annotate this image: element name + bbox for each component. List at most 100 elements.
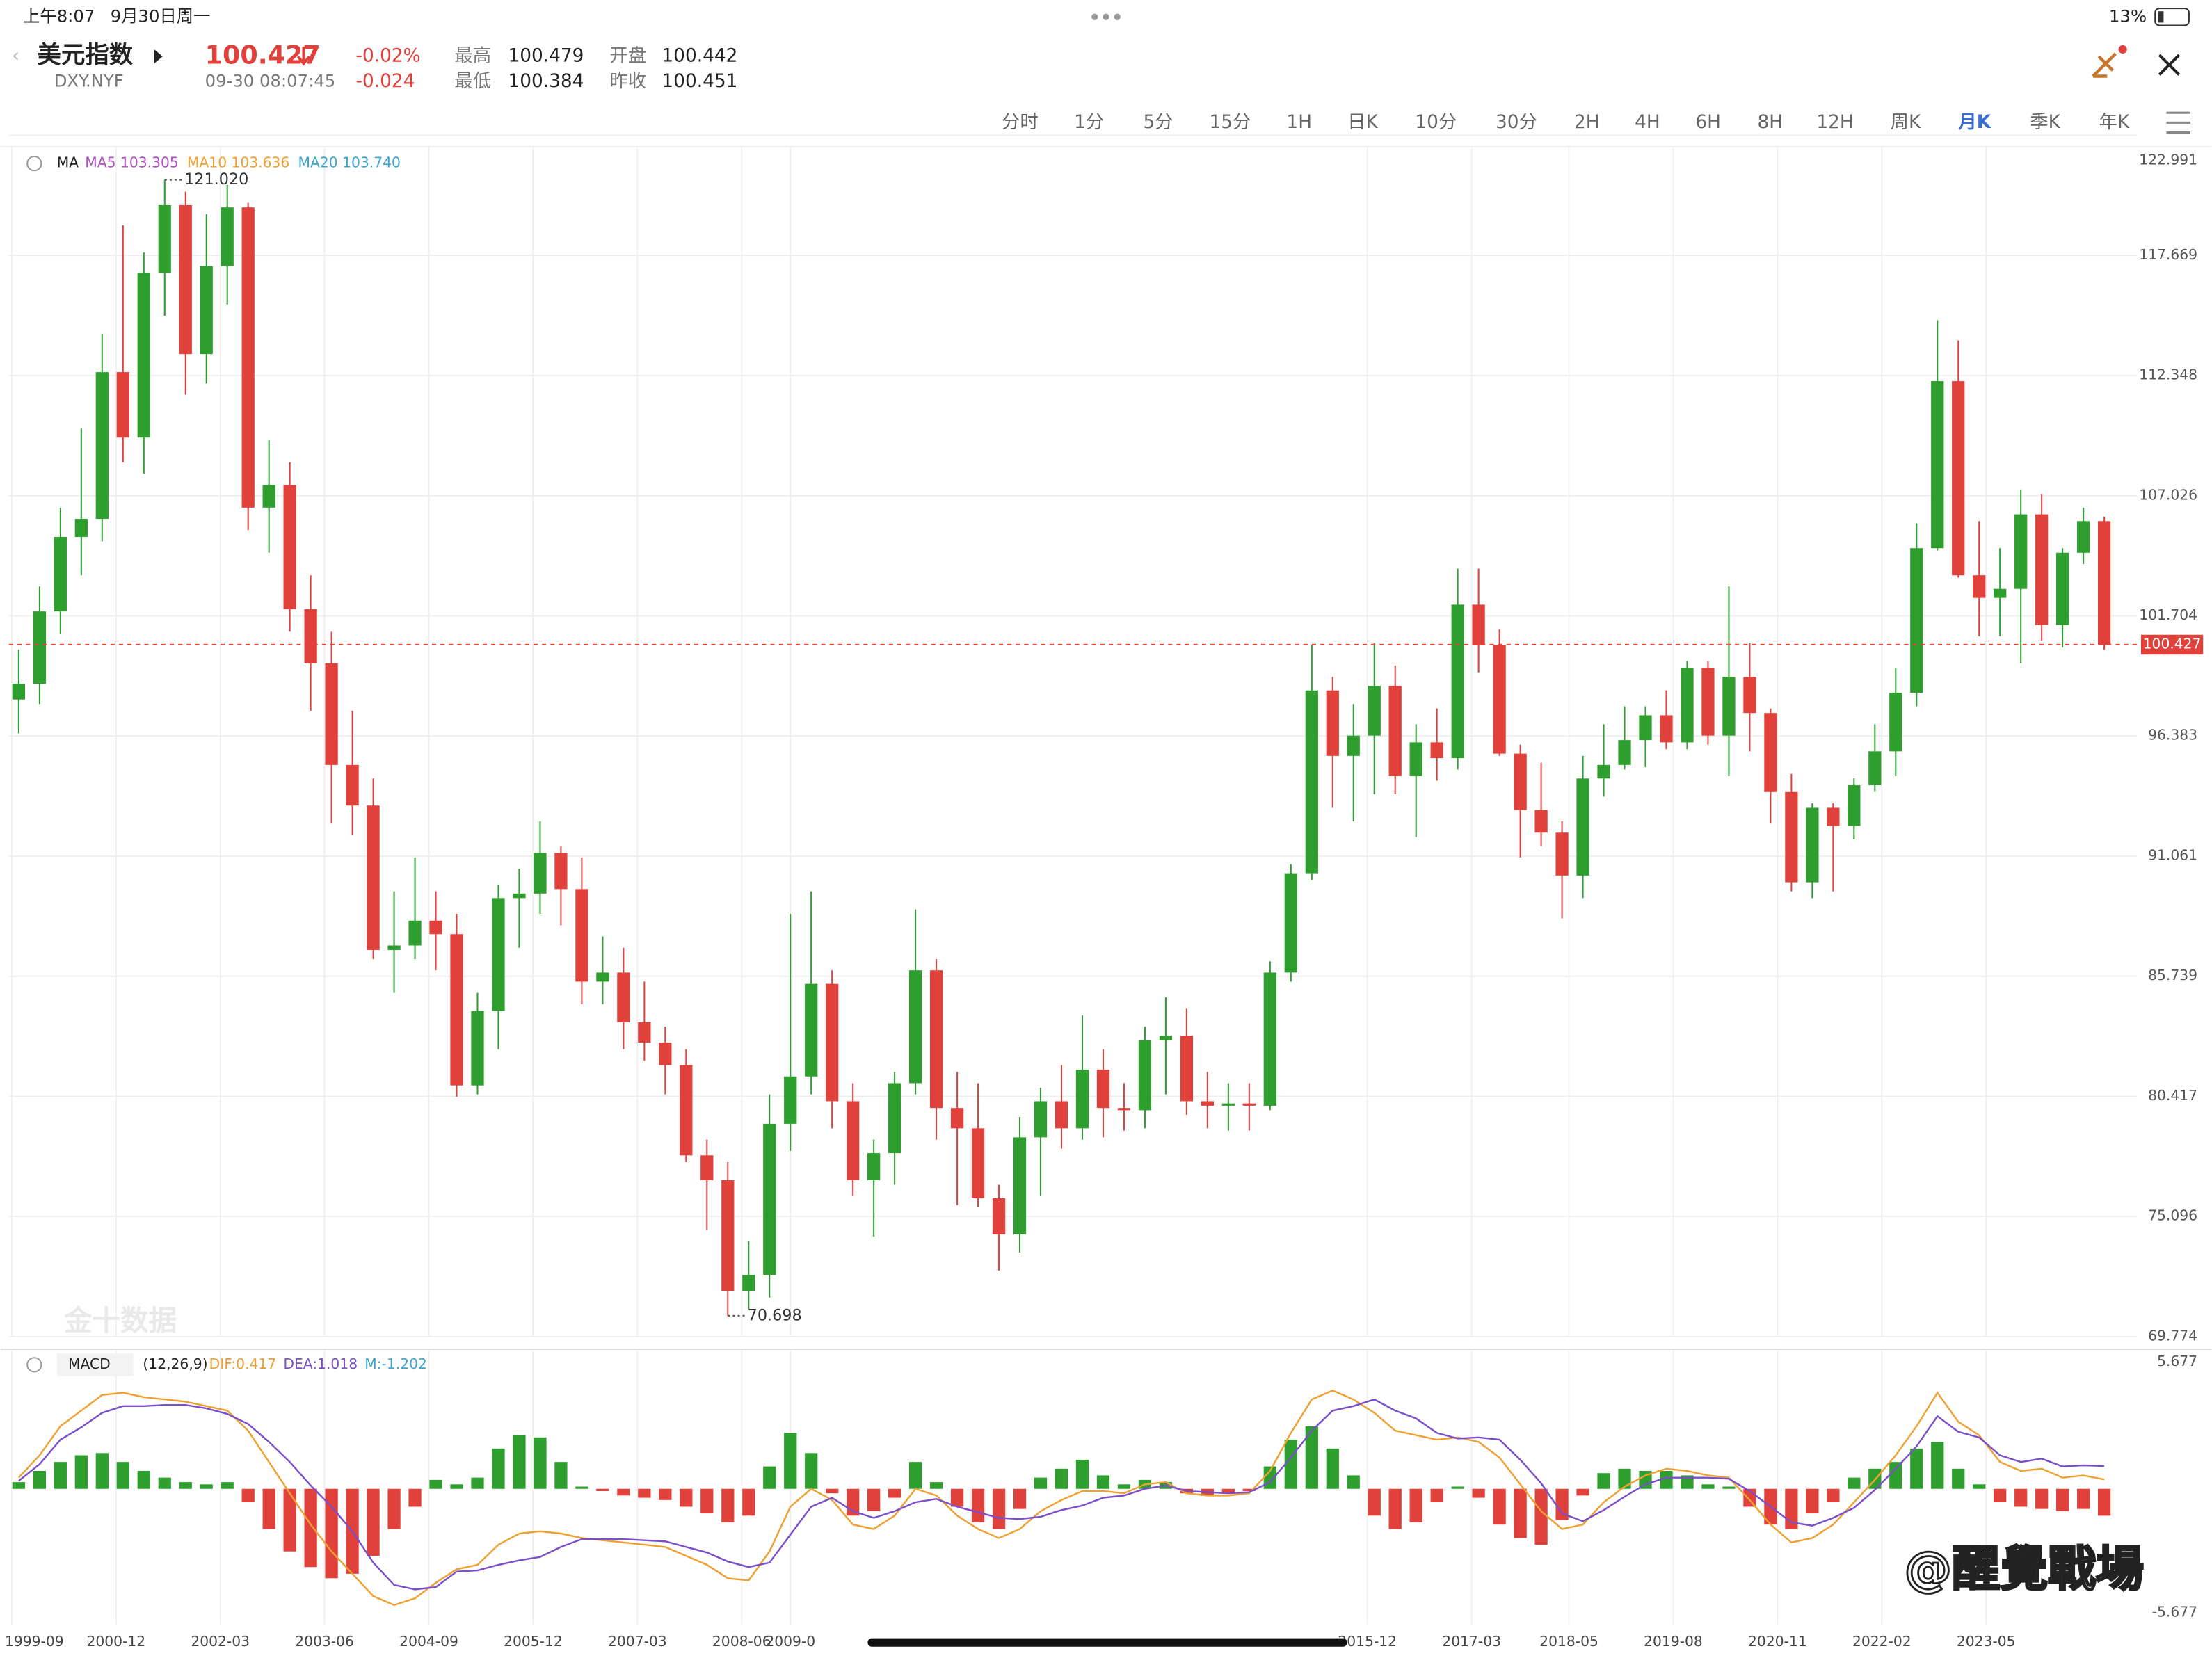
candle-body	[742, 1275, 755, 1291]
watermark: 金十数据	[63, 1304, 177, 1337]
timestamp: 09-30 08:07:45	[205, 71, 336, 91]
candle-body	[554, 853, 568, 890]
macd-bar	[1952, 1468, 1965, 1489]
timeframe-tab[interactable]: 30分	[1496, 112, 1537, 133]
expand-arrow[interactable]	[154, 49, 163, 64]
timeframe-tab[interactable]: 日K	[1347, 112, 1378, 133]
macd-bar	[2035, 1488, 2049, 1509]
macd-bar	[12, 1482, 26, 1489]
candle-body	[1889, 692, 1902, 752]
candle-body	[992, 1198, 1006, 1234]
extreme-label: 70.698	[748, 1306, 802, 1324]
timeframe-tab[interactable]: 周K	[1891, 112, 1921, 133]
timeframe-tab[interactable]: 1分	[1074, 112, 1104, 133]
battery-icon	[2154, 8, 2190, 26]
candle-body	[1117, 1108, 1131, 1111]
macd-bar	[2056, 1488, 2069, 1511]
macd-bar	[1013, 1488, 1027, 1509]
macd-bar	[1034, 1477, 1048, 1489]
macd-bar	[1409, 1488, 1422, 1522]
macd-bar	[1701, 1484, 1715, 1489]
candle-body	[1326, 690, 1339, 756]
timeframe-tab[interactable]: 季K	[2030, 112, 2060, 133]
menu-button[interactable]	[2166, 111, 2190, 134]
timeframe-tab[interactable]: 4H	[1635, 112, 1660, 133]
more-dots	[1091, 13, 1121, 20]
candle-body	[1493, 645, 1506, 754]
candle-body	[54, 537, 67, 612]
candle-body	[241, 207, 255, 508]
settings-icon[interactable]	[26, 1357, 42, 1373]
timeframe-tab[interactable]: 8H	[1758, 112, 1784, 133]
candle-body	[1764, 713, 1777, 792]
macd-bar	[971, 1488, 985, 1522]
x-tick-label: 2000-12	[86, 1633, 145, 1650]
back-button[interactable]: ‹	[12, 44, 19, 67]
candle-body	[1576, 778, 1589, 876]
settings-icon[interactable]	[26, 156, 42, 172]
timeframe-tab[interactable]: 分时	[1002, 112, 1039, 133]
candle-body	[158, 204, 171, 273]
candle-body	[1055, 1101, 1068, 1129]
macd-bar	[1221, 1488, 1235, 1494]
macd-bar	[1451, 1486, 1464, 1489]
candle-body	[534, 853, 547, 894]
candle-body	[1451, 604, 1464, 759]
timeframe-tab[interactable]: 12H	[1816, 112, 1853, 133]
macd-bar	[387, 1488, 401, 1529]
candle-body	[33, 611, 46, 684]
macd-bar	[534, 1437, 547, 1489]
x-tick-label: 2017-03	[1442, 1633, 1501, 1650]
x-tick-label: 2004-09	[399, 1633, 458, 1650]
y-tick-label: 69.774	[2148, 1327, 2197, 1344]
macd-bar	[1388, 1488, 1402, 1529]
symbol: DXY.NYF	[54, 71, 124, 91]
macd-bar	[408, 1488, 422, 1507]
macd-bar	[1368, 1488, 1381, 1516]
draw-tool[interactable]	[2092, 52, 2117, 78]
timeframe-tab[interactable]: 15分	[1209, 112, 1251, 133]
candle-body	[2035, 514, 2049, 625]
candle-body	[513, 893, 526, 899]
candle-body	[1159, 1036, 1173, 1040]
macd-bar	[1242, 1488, 1256, 1491]
candle-body	[1618, 740, 1631, 765]
candle-body	[1910, 548, 1923, 693]
y-tick-label: 112.348	[2139, 367, 2197, 383]
macd-selector[interactable]	[56, 1353, 134, 1376]
timeframe-tab[interactable]: 5分	[1143, 112, 1173, 133]
candle-body	[367, 805, 380, 950]
candle-body	[575, 889, 588, 982]
x-tick-label: 2022-02	[1852, 1633, 1912, 1650]
timeframe-tab[interactable]: 月K	[1957, 112, 1991, 133]
macd-bar	[54, 1462, 67, 1489]
macd-bar	[2098, 1488, 2111, 1516]
timeframe-tab[interactable]: 2H	[1574, 112, 1600, 133]
candle-body	[12, 683, 26, 700]
timeframe-tab[interactable]: 1H	[1286, 112, 1312, 133]
macd-bar	[304, 1488, 317, 1568]
y-tick-label: 96.383	[2148, 727, 2197, 743]
candle-body	[1868, 751, 1882, 786]
macd-bar	[1618, 1468, 1631, 1489]
candle-body	[283, 485, 296, 609]
macd-bar	[1973, 1484, 1986, 1489]
timeframe-tab[interactable]: 10分	[1415, 112, 1457, 133]
macd-bar	[450, 1484, 463, 1489]
macd-bar	[659, 1488, 672, 1500]
candle-body	[1681, 668, 1694, 743]
macd-bar	[1326, 1448, 1339, 1489]
x-tick-label: 2020-11	[1748, 1633, 1807, 1650]
candle-body	[805, 983, 818, 1077]
candle-body	[1973, 575, 1986, 598]
macd-bar	[1534, 1488, 1548, 1545]
x-tick-label: 1999-09	[5, 1633, 64, 1650]
candle-body	[929, 970, 943, 1109]
candle-body	[1827, 807, 1840, 826]
close-button[interactable]	[2158, 54, 2181, 76]
timeframe-tab[interactable]: 年K	[2099, 112, 2130, 133]
macd-bar	[1055, 1468, 1068, 1489]
timeframe-tab[interactable]: 6H	[1695, 112, 1721, 133]
candle-body	[1201, 1101, 1215, 1106]
